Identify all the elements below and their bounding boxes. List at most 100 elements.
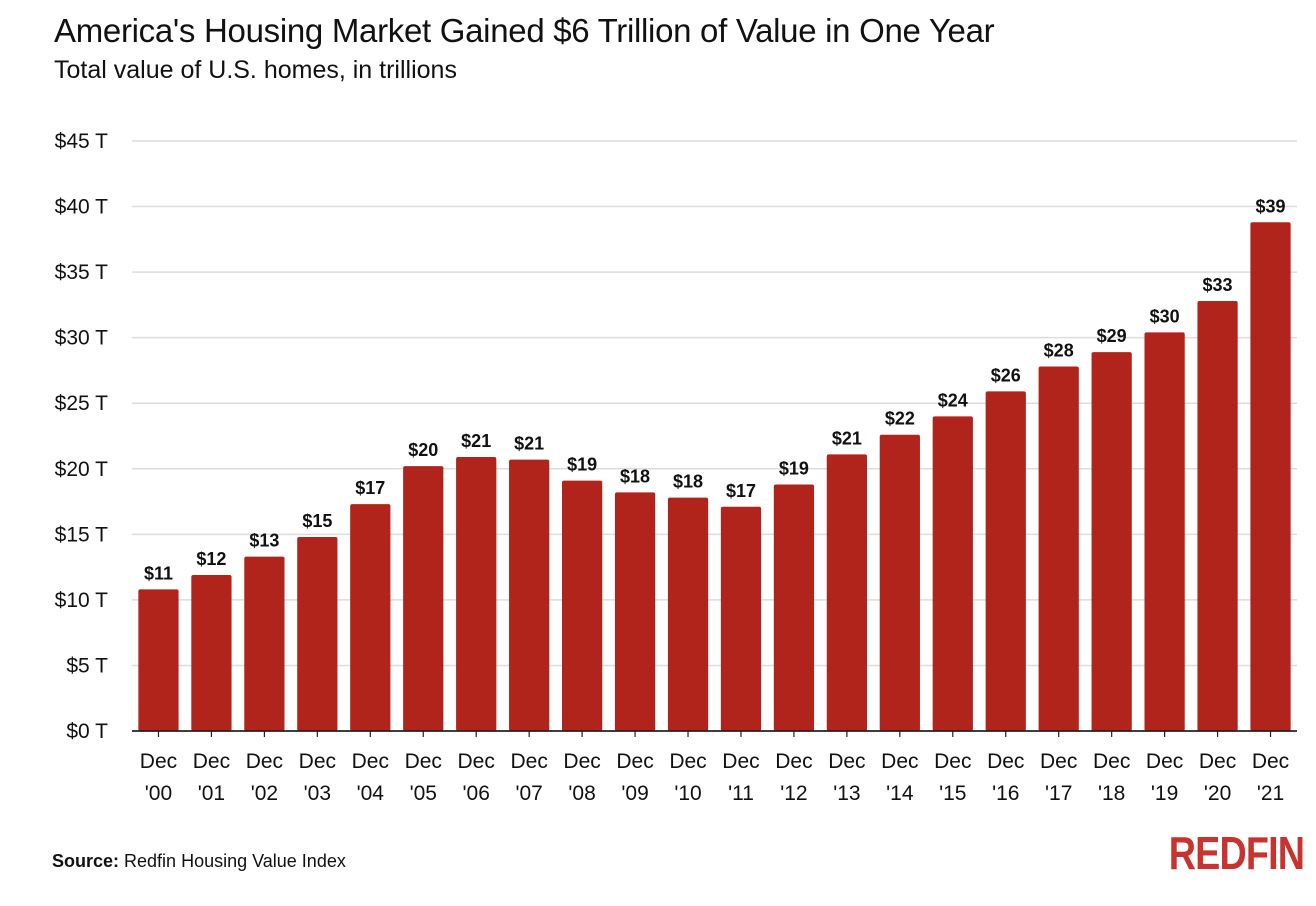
- x-tick-label: '17: [1045, 782, 1072, 805]
- bar: [773, 484, 815, 731]
- data-label: $24: [938, 390, 968, 410]
- x-tick-label: '11: [728, 782, 754, 805]
- x-tick-label: Dec: [1199, 750, 1236, 773]
- data-labels: $11 $12 $13 $15 $17 $20 $21 $21 $19 $18 $18 $17 $19 $…: [144, 196, 1286, 583]
- data-label: $20: [408, 440, 438, 460]
- data-label: $29: [1097, 326, 1127, 346]
- x-tick-label: Dec: [246, 750, 283, 773]
- x-tick-label: Dec: [828, 750, 865, 773]
- x-tick-label: '06: [463, 782, 490, 805]
- x-tick-label: Dec: [934, 750, 971, 773]
- y-tick-label: $5 T: [66, 654, 108, 677]
- chart-title: America's Housing Market Gained $6 Trill…: [54, 12, 995, 49]
- source-note: Source: Redfin Housing Value Index: [52, 851, 346, 872]
- y-tick-label: $25 T: [55, 392, 108, 415]
- data-label: $33: [1203, 275, 1233, 295]
- x-tick-label: '18: [1098, 782, 1125, 805]
- bar: [1144, 332, 1185, 731]
- data-label: $11: [144, 563, 173, 583]
- source-text: Redfin Housing Value Index: [119, 851, 346, 871]
- x-tick-label: '13: [833, 782, 860, 805]
- bar: [561, 480, 603, 731]
- x-tick-label: Dec: [669, 750, 706, 773]
- y-tick-label: $15 T: [55, 523, 108, 546]
- x-tick-label: Dec: [1040, 750, 1077, 773]
- data-label: $19: [567, 455, 597, 475]
- bar: [932, 416, 973, 731]
- bar: [720, 506, 762, 731]
- bar: [191, 574, 232, 731]
- x-tick-label: Dec: [722, 750, 759, 773]
- x-tick-label: Dec: [299, 750, 336, 773]
- x-tick-label: Dec: [458, 750, 495, 773]
- x-tick-label: Dec: [1252, 750, 1289, 773]
- y-tick-label: $10 T: [55, 589, 108, 612]
- data-label: $19: [779, 459, 809, 479]
- data-label: $15: [302, 511, 332, 531]
- x-tick-label: '19: [1151, 782, 1178, 805]
- x-tick-label: '08: [568, 782, 595, 805]
- y-tick-label: $45 T: [55, 130, 108, 153]
- data-label: $17: [355, 478, 385, 498]
- x-tick-label: '04: [357, 782, 385, 805]
- x-tick-label: Dec: [510, 750, 547, 773]
- x-tick-label: '21: [1257, 782, 1284, 805]
- bar: [1250, 222, 1291, 732]
- y-tick-label: $30 T: [55, 327, 108, 350]
- x-tick-label: Dec: [616, 750, 653, 773]
- data-label: $39: [1255, 196, 1285, 216]
- x-tick-label: '16: [992, 782, 1019, 805]
- bar: [244, 556, 285, 731]
- x-tick-label: Dec: [193, 750, 230, 773]
- x-tick-label: Dec: [405, 750, 442, 773]
- x-axis: Dec '00 Dec '01 Dec '02 Dec '03 Dec '04 Dec '05 Dec '…: [132, 730, 1297, 805]
- data-label: $28: [1044, 341, 1074, 361]
- data-label: $30: [1150, 306, 1180, 326]
- data-label: $18: [673, 472, 703, 492]
- x-tick-label: Dec: [352, 750, 389, 773]
- x-tick-label: '15: [939, 782, 966, 805]
- x-tick-label: Dec: [775, 750, 812, 773]
- data-label: $18: [620, 466, 650, 486]
- bar: [667, 497, 709, 731]
- y-tick-label: $0 T: [66, 720, 108, 743]
- data-label: $21: [461, 431, 491, 451]
- x-tick-label: Dec: [881, 750, 918, 773]
- x-tick-label: Dec: [987, 750, 1024, 773]
- data-label: $26: [991, 365, 1021, 385]
- data-label: $21: [832, 428, 862, 448]
- chart-subtitle: Total value of U.S. homes, in trillions: [54, 56, 457, 84]
- x-tick-label: Dec: [140, 750, 177, 773]
- y-tick-label: $35 T: [55, 261, 108, 284]
- data-label: $17: [726, 481, 756, 501]
- bar: [297, 536, 338, 731]
- source-label: Source:: [52, 851, 120, 871]
- bar: [1091, 352, 1132, 731]
- x-tick-label: '03: [304, 782, 331, 805]
- bar: [985, 391, 1026, 731]
- bar: [1197, 300, 1238, 731]
- y-axis: $0 T $5 T $10 T $15 T $20 T $25 T $30 T $35 T $4…: [55, 130, 108, 743]
- bar: [456, 456, 497, 731]
- x-tick-label: '05: [410, 782, 437, 805]
- bar: [879, 434, 920, 731]
- data-label: $12: [196, 549, 226, 569]
- bars: [138, 222, 1291, 732]
- x-tick-label: Dec: [1146, 750, 1183, 773]
- x-tick-label: '14: [886, 782, 914, 805]
- x-tick-label: '12: [780, 782, 807, 805]
- redfin-logo: REDFIN: [1168, 827, 1305, 879]
- bar: [614, 492, 656, 731]
- x-tick-label: '10: [674, 782, 701, 805]
- bar: [403, 466, 444, 731]
- x-tick-label: Dec: [563, 750, 600, 773]
- bar: [1038, 366, 1079, 731]
- x-tick-label: '00: [145, 782, 172, 805]
- x-tick-label: '20: [1204, 782, 1231, 805]
- y-tick-label: $20 T: [55, 458, 108, 481]
- data-label: $13: [249, 531, 279, 551]
- data-label: $22: [885, 409, 915, 429]
- x-tick-label: Dec: [1093, 750, 1130, 773]
- bar: [138, 589, 179, 731]
- x-tick-label: '07: [515, 782, 542, 805]
